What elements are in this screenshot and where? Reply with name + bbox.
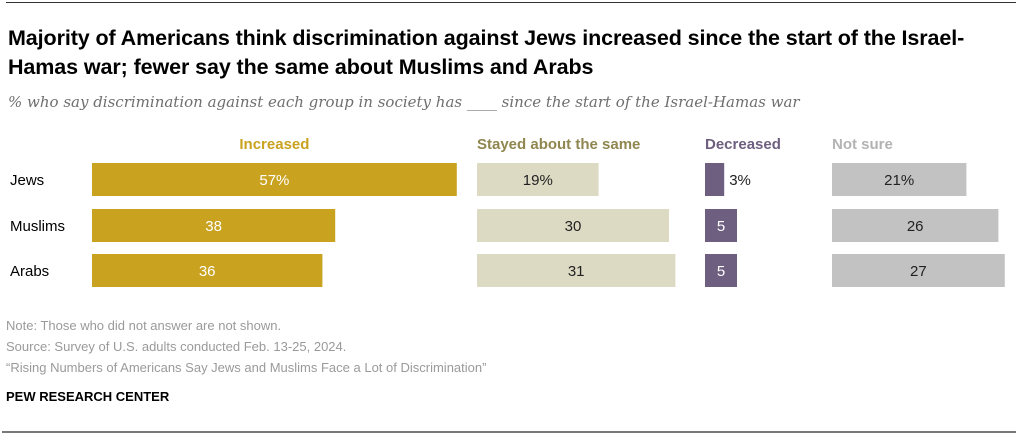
data-label: 5: [717, 218, 725, 235]
data-label: 57%: [259, 172, 289, 189]
data-label: 38: [205, 218, 222, 235]
category-label: Jews: [10, 172, 44, 189]
data-label: 27: [910, 263, 927, 280]
bar-chart: Jews Muslims Arabs Increased 57% 38 36 Stayed a…: [10, 136, 1005, 287]
data-label: 30: [565, 218, 582, 235]
bar: [477, 209, 669, 242]
data-label: 36: [199, 263, 216, 280]
data-label: 3%: [729, 172, 751, 189]
bar: [832, 163, 967, 196]
category-label: Arabs: [10, 263, 49, 280]
chart-subtitle: % who say discrimination against each gr…: [8, 93, 800, 111]
bar: [832, 209, 999, 242]
series-header: Not sure: [832, 136, 893, 153]
org-name: PEW RESEARCH CENTER: [6, 389, 170, 404]
category-label: Muslims: [10, 218, 65, 235]
bar: [705, 209, 737, 242]
bar: [477, 254, 676, 287]
note-text: Note: Those who did not answer are not s…: [6, 318, 282, 333]
chart-title: Majority of Americans think discriminati…: [8, 26, 965, 79]
report-title: “Rising Numbers of Americans Say Jews an…: [6, 360, 487, 375]
bar: [832, 254, 1005, 287]
bar: [92, 209, 336, 242]
data-label: 26: [907, 218, 924, 235]
bar: [705, 254, 737, 287]
data-label: 5: [717, 263, 725, 280]
source-text: Source: Survey of U.S. adults conducted …: [6, 339, 347, 354]
bar: [92, 163, 457, 196]
bar: [705, 163, 725, 196]
data-label: 19%: [523, 172, 553, 189]
data-label: 21%: [884, 172, 914, 189]
data-label: 31: [568, 263, 585, 280]
bar: [477, 163, 599, 196]
top-rule: [6, 2, 1016, 3]
bar: [92, 254, 323, 287]
series-header: Increased: [239, 136, 309, 153]
series-header: Decreased: [705, 136, 781, 153]
series-header: Stayed about the same: [477, 136, 640, 153]
bottom-rule: [2, 431, 1016, 433]
